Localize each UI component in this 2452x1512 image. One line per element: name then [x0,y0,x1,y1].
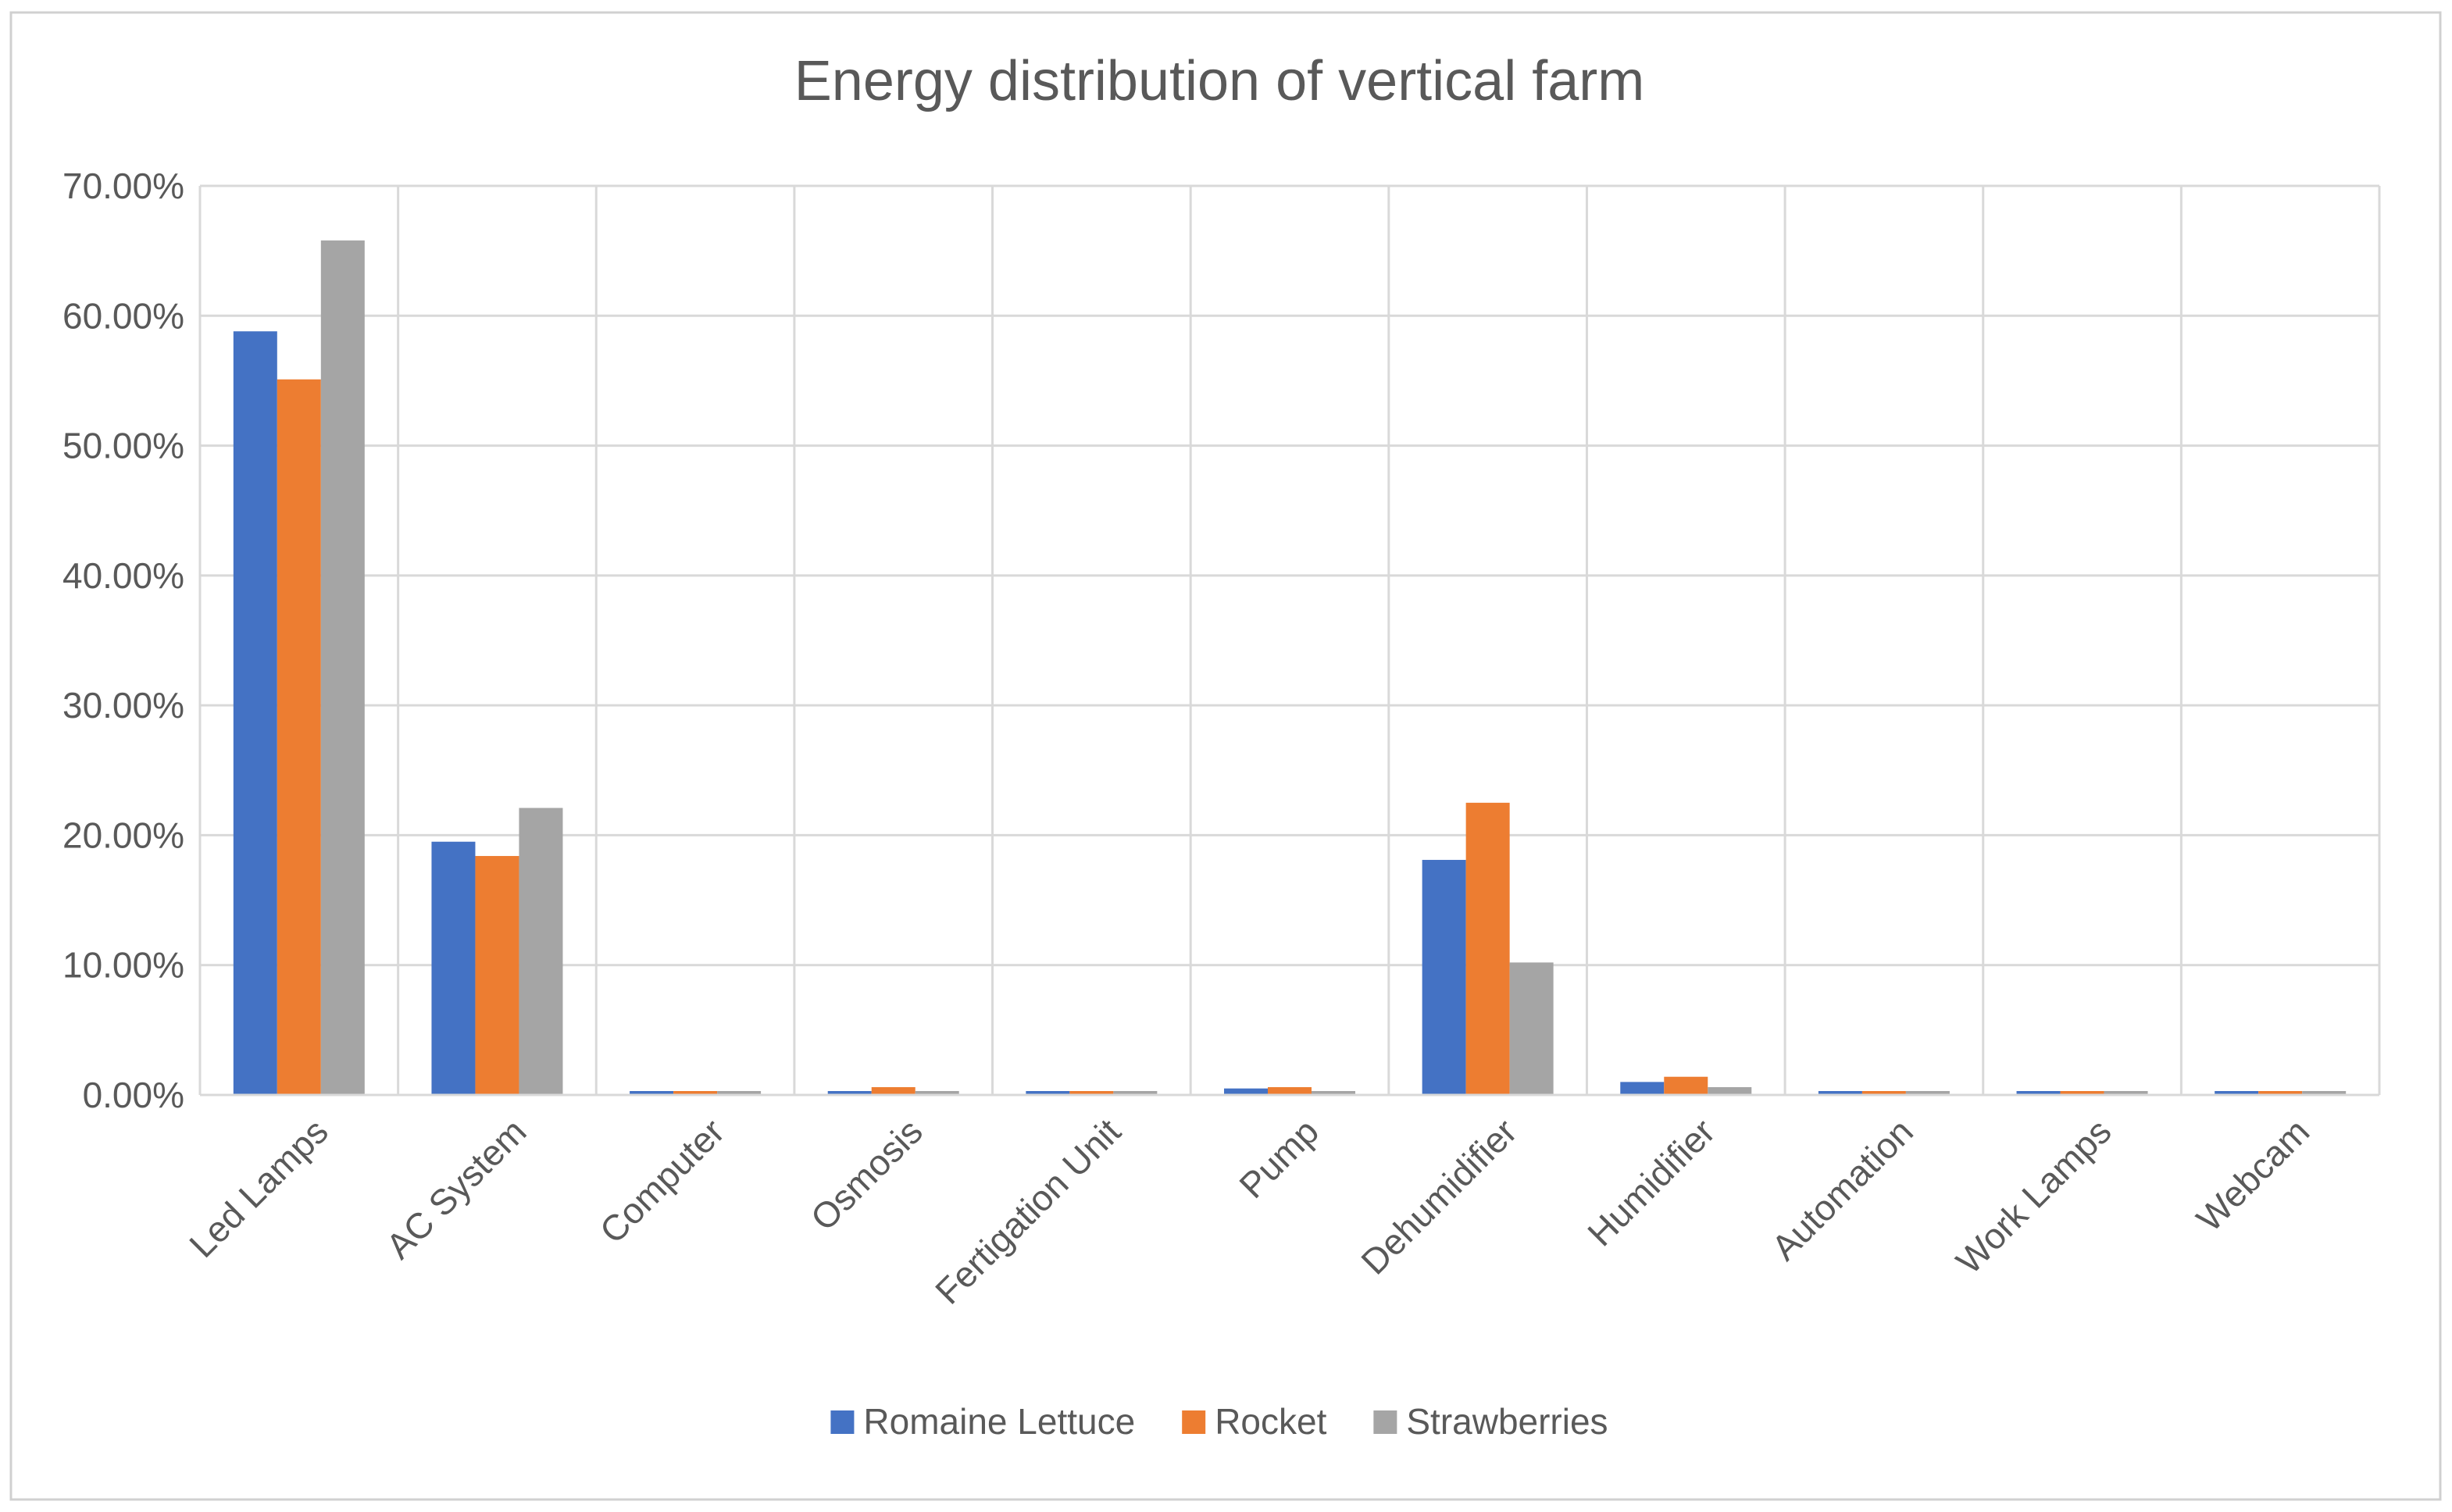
y-tick-label: 0.00% [83,1075,184,1115]
bar-rocket [475,856,519,1095]
gridlines [198,184,2381,1097]
bar-romaine-lettuce [1422,860,1466,1095]
y-tick-label: 70.00% [62,166,184,206]
bar-strawberries [717,1091,762,1095]
legend: Romaine Lettuce Rocket Strawberries [830,1401,1608,1442]
legend-label: Strawberries [1406,1401,1608,1442]
legend-label: Romaine Lettuce [863,1401,1135,1442]
y-tick-label: 10.00% [62,945,184,986]
bar-romaine-lettuce [630,1091,674,1095]
bar-rocket [1069,1091,1114,1095]
legend-label: Rocket [1215,1401,1326,1442]
bar-strawberries [2302,1091,2347,1095]
bar-romaine-lettuce [827,1091,872,1095]
legend-swatch [1182,1410,1206,1434]
bar-rocket [1664,1076,1708,1095]
bar-strawberries [1113,1091,1158,1095]
bar-rocket [2258,1091,2303,1095]
bar-strawberries [1905,1091,1950,1095]
bar-romaine-lettuce [1224,1088,1268,1095]
bar-strawberries [2104,1091,2148,1095]
bar-strawberries [1312,1091,1355,1095]
y-tick-label: 40.00% [62,555,184,596]
y-tick-label: 30.00% [62,685,184,726]
bar-strawberries [1509,962,1554,1095]
bar-romaine-lettuce [233,331,277,1095]
bar-romaine-lettuce [1620,1082,1665,1095]
bar-rocket [1861,1091,1906,1095]
bar-rocket [871,1087,915,1095]
bars [200,240,2379,1097]
y-tick-label: 60.00% [62,295,184,336]
bar-strawberries [915,1091,959,1095]
bar-strawberries [1708,1087,1752,1095]
legend-swatch [830,1410,855,1434]
bar-rocket [1268,1087,1312,1095]
chart-frame [9,11,2442,1501]
bar-romaine-lettuce [431,841,476,1095]
legend-swatch [1373,1410,1397,1434]
bar-rocket [277,379,321,1095]
bar-romaine-lettuce [2016,1091,2061,1095]
y-tick-label: 50.00% [62,426,184,466]
y-axis-ticks: 0.00% 10.00% 20.00% 30.00% 40.00% 50.00% 60.00… [62,166,184,1115]
bar-rocket [1465,802,1510,1095]
bar-strawberries [519,808,563,1095]
bar-romaine-lettuce [1818,1091,1862,1095]
bar-rocket [2060,1091,2104,1095]
bar-romaine-lettuce [2215,1091,2259,1095]
bar-rocket [673,1091,718,1095]
bar-strawberries [320,240,365,1096]
y-tick-label: 20.00% [62,815,184,855]
bar-romaine-lettuce [1026,1091,1070,1095]
chart-title: Energy distribution of vertical farm [794,50,1644,112]
